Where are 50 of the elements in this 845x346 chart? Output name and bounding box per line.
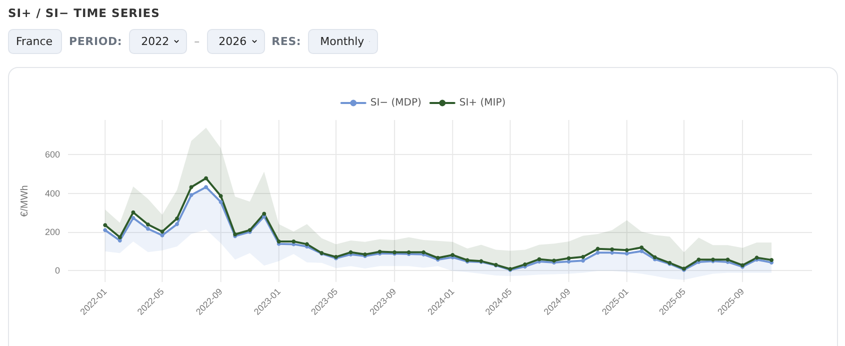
legend-label: SI+ (MIP) xyxy=(459,98,506,108)
point xyxy=(304,242,309,246)
point xyxy=(146,222,150,227)
point xyxy=(624,251,629,256)
text: France xyxy=(16,35,53,48)
point xyxy=(581,254,586,259)
point xyxy=(292,240,296,244)
point xyxy=(581,258,586,263)
text: – xyxy=(194,35,200,48)
point xyxy=(175,222,180,226)
point xyxy=(610,247,614,252)
point xyxy=(189,193,194,198)
point xyxy=(118,235,122,240)
point xyxy=(204,176,208,180)
point xyxy=(262,212,266,216)
text: PERIOD: xyxy=(69,35,122,48)
point xyxy=(537,257,542,262)
point xyxy=(624,248,629,252)
point xyxy=(596,250,600,255)
chart-title: SI+ / SI− TIME SERIES xyxy=(8,6,160,20)
point xyxy=(276,240,281,244)
text: 2022 xyxy=(141,35,170,48)
point xyxy=(160,230,164,234)
point xyxy=(103,223,108,228)
point xyxy=(596,246,600,251)
point xyxy=(522,262,527,266)
text: 2026 xyxy=(218,35,247,48)
text: Monthly xyxy=(320,35,364,48)
y-tick-label: 200 xyxy=(44,226,60,237)
point xyxy=(204,185,208,190)
point xyxy=(189,185,194,190)
point xyxy=(146,226,150,231)
point xyxy=(131,210,136,214)
point xyxy=(640,245,644,250)
point xyxy=(175,216,180,221)
point xyxy=(218,200,223,204)
legend-label: SI− (MDP) xyxy=(370,98,422,108)
text: RES: xyxy=(272,35,302,48)
y-tick-label: 400 xyxy=(44,188,60,198)
point xyxy=(450,253,455,257)
point xyxy=(103,228,108,232)
point xyxy=(218,194,223,198)
point xyxy=(770,258,774,262)
point xyxy=(160,233,164,238)
point xyxy=(640,249,644,254)
point xyxy=(131,216,136,220)
point xyxy=(566,256,571,260)
y-tick-label: 0 xyxy=(54,265,60,276)
y-tick-label: 600 xyxy=(44,150,60,160)
y-axis-title: €/MWh xyxy=(20,185,30,217)
